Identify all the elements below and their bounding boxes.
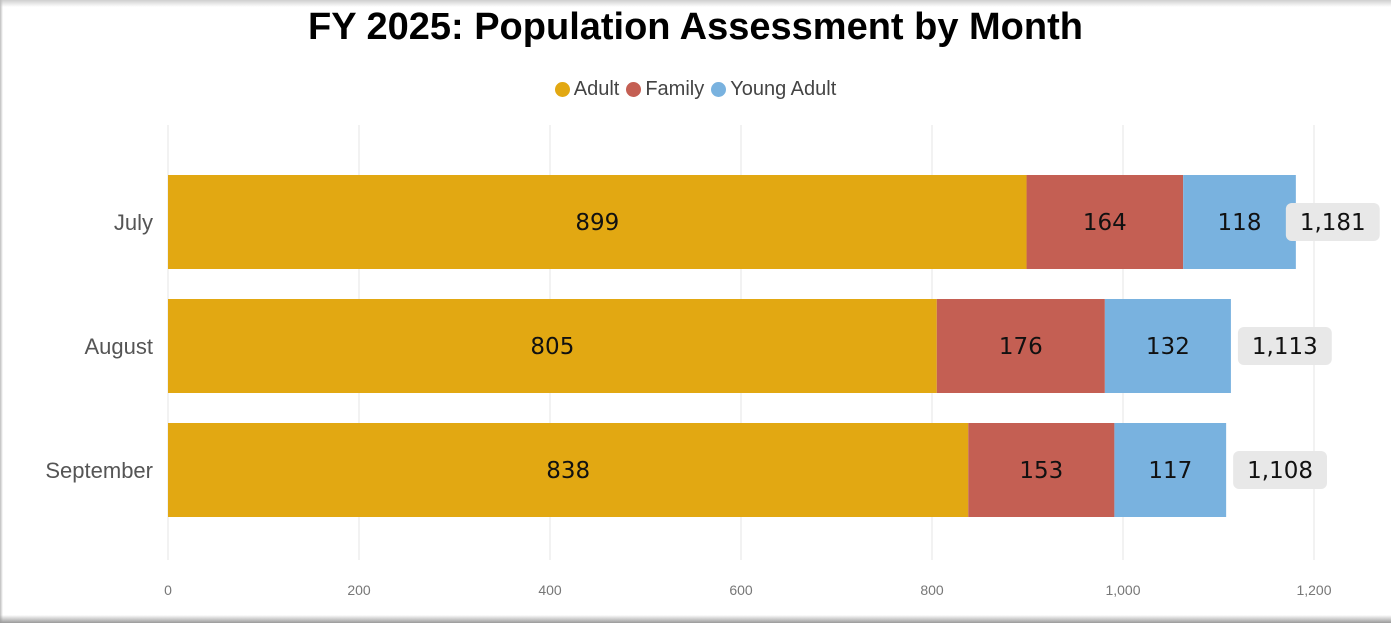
- chart-legend: Adult Family Young Adult: [0, 78, 1391, 101]
- legend-swatch-young-adult: [711, 82, 727, 97]
- bar-august-adult: [168, 299, 937, 393]
- data-label-august-young-adult: 132: [1146, 334, 1190, 360]
- x-tick-label: 1,000: [1105, 582, 1140, 598]
- total-label-august: 1,113: [1237, 327, 1332, 365]
- x-tick-label: 200: [347, 582, 371, 598]
- data-label-august-adult: 805: [530, 334, 574, 360]
- total-label-background: [1237, 327, 1332, 365]
- bar-july-young-adult: [1183, 175, 1296, 269]
- total-label-text: 1,113: [1252, 334, 1318, 360]
- legend-item-young-adult[interactable]: Young Adult: [711, 78, 836, 101]
- bar-september-family: [968, 423, 1115, 517]
- x-tick-label: 400: [538, 582, 562, 598]
- axes: 0 200 400 600 800 1,000 1,200 July August Septemb…: [45, 210, 1331, 598]
- chart-title: FY 2025: Population Assessment by Month: [308, 6, 1083, 48]
- data-labels: 899 164 118 1,181 805 176 132 1,113 838 153 117 1,1…: [530, 203, 1380, 489]
- x-tick-label: 1,200: [1296, 582, 1331, 598]
- data-label-july-family: 164: [1083, 210, 1127, 236]
- legend-label-young-adult: Young Adult: [730, 78, 837, 100]
- total-label-text: 1,181: [1300, 210, 1366, 236]
- total-label-july: 1,181: [1285, 203, 1380, 241]
- legend-swatch-adult: [554, 82, 570, 97]
- data-label-july-young-adult: 118: [1218, 210, 1262, 236]
- bar-september-young-adult: [1114, 423, 1227, 517]
- bars: [168, 175, 1296, 517]
- bar-september-adult: [168, 423, 969, 517]
- total-label-background: [1285, 203, 1380, 241]
- x-tick-label: 800: [920, 582, 944, 598]
- legend-item-adult[interactable]: Adult: [554, 78, 620, 101]
- bar-july-adult: [168, 175, 1027, 269]
- bar-august-family: [936, 299, 1105, 393]
- bar-july-family: [1026, 175, 1184, 269]
- legend-label-family: Family: [645, 78, 705, 100]
- total-label-background: [1233, 451, 1327, 489]
- y-tick-label-september: September: [45, 458, 153, 483]
- data-label-july-adult: 899: [575, 210, 619, 236]
- x-tick-label: 0: [164, 582, 172, 598]
- data-label-august-family: 176: [999, 334, 1043, 360]
- data-label-september-family: 153: [1019, 458, 1063, 484]
- data-label-september-young-adult: 117: [1148, 458, 1192, 484]
- legend-item-family[interactable]: Family: [626, 78, 704, 101]
- legend-label-adult: Adult: [573, 78, 620, 100]
- total-label-september: 1,108: [1233, 451, 1327, 489]
- total-label-text: 1,108: [1247, 458, 1313, 484]
- y-tick-label-july: July: [114, 210, 153, 235]
- y-tick-label-august: August: [85, 334, 154, 359]
- data-label-september-adult: 838: [546, 458, 590, 484]
- panel-shadow-bottom: [0, 615, 1391, 623]
- panel-shadow-left: [0, 0, 3, 623]
- legend-swatch-family: [626, 82, 642, 97]
- panel-shadow-top: [0, 0, 1391, 7]
- bar-august-young-adult: [1104, 299, 1231, 393]
- x-tick-label: 600: [729, 582, 753, 598]
